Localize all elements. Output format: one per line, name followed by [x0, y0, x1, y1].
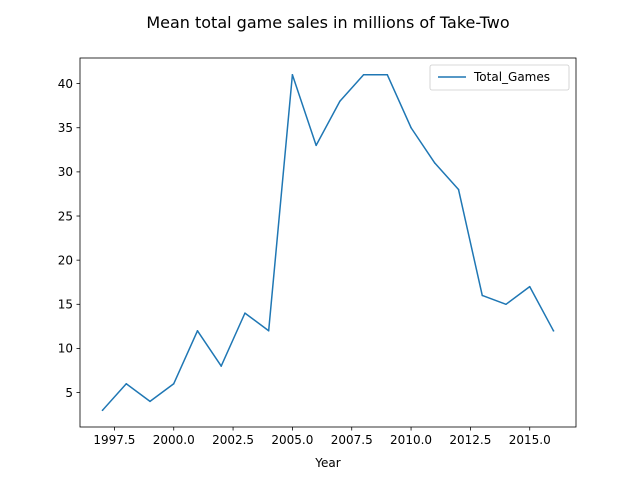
data-point: [505, 303, 507, 306]
data-point: [125, 382, 128, 385]
data-point: [481, 294, 484, 297]
series-line-total-games: [101, 74, 555, 412]
data-point: [386, 74, 389, 76]
data-point: [101, 409, 104, 411]
legend: Total_Games: [429, 64, 570, 91]
x-tick-label: 2005.0: [271, 433, 313, 447]
data-point: [244, 312, 246, 314]
y-tick-label: 30: [58, 165, 73, 179]
x-tick-label: 1997.5: [93, 433, 135, 447]
data-point: [291, 74, 294, 76]
data-point: [339, 100, 341, 103]
data-point: [149, 400, 151, 403]
y-tick-label: 35: [58, 121, 73, 135]
y-tick-label: 5: [65, 386, 73, 400]
y-tick-label: 15: [58, 298, 73, 312]
x-tick-label: 2007.5: [331, 433, 373, 447]
y-axis-ticks: 5 10 15 20 25 30 35 40: [58, 77, 80, 400]
y-tick-label: 20: [58, 253, 73, 267]
plot-area: [79, 57, 577, 428]
y-tick-label: 40: [58, 77, 73, 91]
plot-frame: [79, 57, 577, 428]
x-tick-label: 2000.0: [153, 433, 195, 447]
y-tick-label: 10: [58, 342, 73, 356]
data-point: [410, 126, 412, 129]
x-tick-label: 2002.5: [212, 433, 254, 447]
x-tick-label: 2015.0: [509, 433, 551, 447]
data-point: [315, 144, 317, 147]
data-point: [267, 330, 270, 332]
x-tick-label: 2010.0: [390, 433, 432, 447]
x-axis-ticks: 1997.5 2000.0 2002.5 2005.0 2007.5 2010.0 2012…: [93, 427, 551, 447]
data-point: [457, 188, 460, 191]
y-tick-label: 25: [58, 209, 73, 223]
data-point: [172, 382, 175, 385]
data-point: [196, 330, 199, 332]
x-tick-label: 2012.5: [449, 433, 491, 447]
data-point: [434, 162, 436, 164]
legend-box: [429, 64, 570, 91]
chart-title: Mean total game sales in millions of Tak…: [146, 13, 509, 32]
data-point: [362, 74, 365, 76]
x-axis-label: Year: [314, 456, 340, 470]
data-point: [220, 365, 222, 367]
data-point: [528, 285, 531, 288]
legend-label-total-games: Total_Games: [473, 70, 550, 84]
data-point: [552, 330, 555, 332]
series-layer: [101, 74, 555, 412]
